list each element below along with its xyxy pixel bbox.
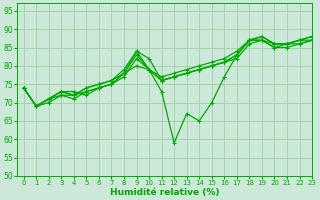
X-axis label: Humidité relative (%): Humidité relative (%) (110, 188, 220, 197)
